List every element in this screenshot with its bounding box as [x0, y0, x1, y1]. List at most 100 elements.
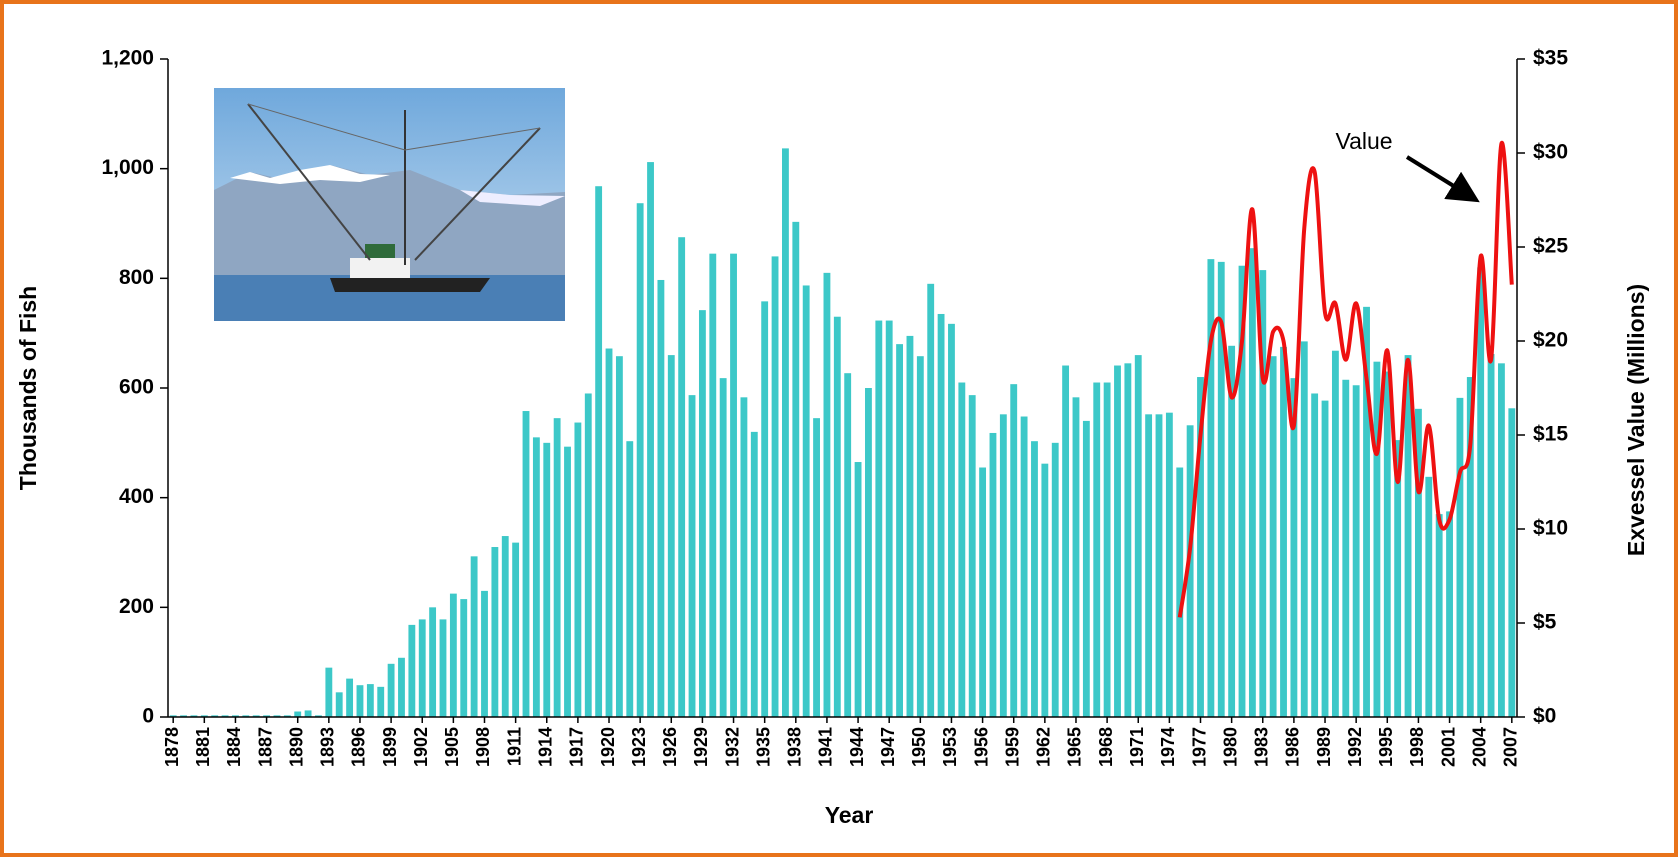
x-tick-label: 1911: [504, 727, 524, 766]
bar: [595, 186, 602, 717]
x-tick-label: 1974: [1158, 727, 1178, 767]
bar: [782, 148, 789, 717]
x-tick-label: 1998: [1407, 727, 1427, 767]
bar: [886, 321, 893, 717]
y2-tick-label: $35: [1533, 47, 1568, 70]
bar: [1477, 267, 1484, 717]
y2-tick-label: $25: [1533, 235, 1568, 258]
bar: [523, 411, 530, 717]
x-tick-label: 1899: [380, 727, 400, 767]
x-tick-label: 1947: [878, 727, 898, 767]
bar: [844, 373, 851, 717]
x-tick-label: 1935: [753, 727, 773, 767]
bar: [491, 547, 498, 717]
bar: [606, 349, 613, 717]
bar: [865, 388, 872, 717]
bar: [792, 222, 799, 717]
bar: [1145, 414, 1152, 717]
x-tick-label: 1989: [1314, 727, 1334, 767]
bar: [325, 668, 332, 717]
x-tick-label: 1905: [442, 727, 462, 767]
bar: [1353, 385, 1360, 717]
x-tick-label: 1926: [660, 727, 680, 767]
y-tick-label: 200: [119, 595, 154, 618]
bar: [1322, 401, 1329, 717]
x-tick-label: 1956: [971, 727, 991, 767]
bar: [450, 594, 457, 717]
y2-tick-label: $0: [1533, 705, 1556, 728]
bar: [1041, 464, 1048, 717]
bar: [1405, 355, 1412, 717]
x-tick-label: 1914: [536, 727, 556, 767]
bar: [699, 310, 706, 717]
bar: [1436, 514, 1443, 717]
bar: [1052, 443, 1059, 717]
bar: [1280, 347, 1287, 717]
bar: [357, 685, 364, 717]
bar: [574, 423, 581, 717]
y-tick-label: 0: [142, 705, 154, 728]
bar: [1124, 363, 1131, 717]
bar: [440, 619, 447, 717]
x-tick-label: 2004: [1469, 727, 1489, 767]
bar: [689, 395, 696, 717]
bar: [740, 397, 747, 717]
bar: [990, 433, 997, 717]
bar: [1488, 354, 1495, 717]
bar: [813, 418, 820, 717]
y2-tick-label: $30: [1533, 141, 1568, 164]
bar: [896, 344, 903, 717]
bar: [585, 393, 592, 717]
bar: [1332, 351, 1339, 717]
bar: [377, 687, 384, 717]
bar: [336, 692, 343, 717]
x-tick-label: 1881: [193, 727, 213, 767]
x-tick-label: 1932: [722, 727, 742, 767]
x-tick-label: 1941: [816, 727, 836, 767]
y-tick-label: 600: [119, 376, 154, 399]
bar: [1457, 398, 1464, 717]
bar: [979, 468, 986, 717]
bar: [408, 625, 415, 717]
bar: [388, 664, 395, 717]
bar: [1083, 421, 1090, 717]
x-tick-label: 1995: [1376, 727, 1396, 767]
x-tick-label: 1986: [1283, 727, 1303, 767]
bar: [554, 418, 561, 717]
x-tick-label: 1944: [847, 727, 867, 767]
y-tick-label: 400: [119, 485, 154, 508]
y2-axis-title: Exvessel Value (Millions): [1623, 284, 1649, 556]
bar: [948, 324, 955, 717]
y-tick-label: 1,000: [101, 156, 154, 179]
bar: [543, 443, 550, 717]
x-tick-label: 1950: [909, 727, 929, 767]
x-tick-label: 1884: [224, 727, 244, 767]
bar: [1062, 366, 1069, 717]
bar: [709, 254, 716, 717]
bar: [917, 356, 924, 717]
bar: [751, 432, 758, 717]
bar: [637, 203, 644, 717]
bar: [1114, 366, 1121, 717]
x-tick-label: 1980: [1220, 727, 1240, 767]
y2-tick-label: $20: [1533, 329, 1568, 352]
bar: [626, 441, 633, 717]
bar: [678, 237, 685, 717]
bar: [927, 284, 934, 717]
bar: [855, 462, 862, 717]
bar: [1135, 355, 1142, 717]
x-tick-label: 1902: [411, 727, 431, 767]
bar: [481, 591, 488, 717]
bar: [346, 679, 353, 717]
y-tick-label: 800: [119, 266, 154, 289]
bar: [616, 356, 623, 717]
bar: [1156, 414, 1163, 717]
bar: [1021, 417, 1028, 717]
bar: [875, 321, 882, 717]
bar: [419, 619, 426, 717]
y-tick-label: 1,200: [101, 47, 154, 70]
bar: [938, 314, 945, 717]
x-tick-label: 1917: [567, 727, 587, 767]
bar: [1425, 477, 1432, 717]
x-tick-label: 1896: [349, 727, 369, 767]
